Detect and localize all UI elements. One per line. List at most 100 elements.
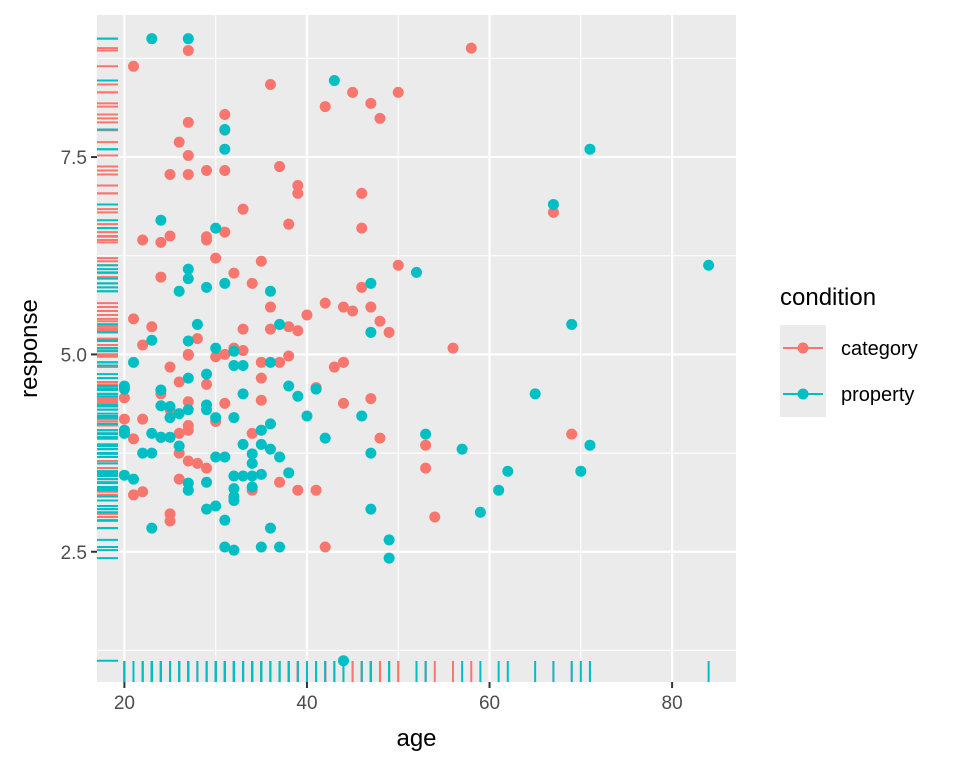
data-point-category bbox=[319, 101, 331, 113]
data-point-property bbox=[182, 273, 194, 285]
data-point-category bbox=[173, 376, 185, 388]
data-point-category bbox=[347, 86, 359, 98]
data-point-property bbox=[155, 384, 167, 396]
data-point-category bbox=[128, 313, 140, 325]
data-point-category bbox=[182, 349, 194, 361]
data-point-category bbox=[201, 462, 213, 474]
axis-ticks bbox=[91, 156, 674, 688]
data-point-category bbox=[201, 165, 213, 177]
data-point-category bbox=[274, 356, 286, 368]
data-point-category bbox=[328, 361, 340, 373]
data-point-property bbox=[264, 356, 276, 368]
data-point-property bbox=[237, 359, 249, 371]
data-point-property bbox=[173, 440, 185, 452]
data-point-category bbox=[337, 356, 349, 368]
data-point-category bbox=[118, 392, 130, 404]
data-point-property bbox=[201, 281, 213, 293]
data-point-property bbox=[164, 412, 176, 424]
data-point-category bbox=[264, 301, 276, 313]
data-point-category bbox=[274, 161, 286, 173]
data-point-property bbox=[137, 447, 149, 459]
data-point-category bbox=[337, 397, 349, 409]
data-point-property bbox=[246, 448, 258, 460]
data-point-property bbox=[201, 503, 213, 515]
data-point-category bbox=[383, 326, 395, 338]
data-point-property bbox=[264, 418, 276, 430]
data-point-property bbox=[182, 404, 194, 416]
data-point-property bbox=[703, 259, 715, 271]
data-point-property bbox=[246, 457, 258, 469]
y-tick-label: 7.5 bbox=[61, 148, 87, 169]
data-point-property bbox=[411, 266, 422, 278]
data-point-category bbox=[337, 301, 349, 313]
data-point-category bbox=[374, 432, 386, 444]
data-point-property bbox=[219, 514, 231, 526]
data-point-property bbox=[255, 438, 267, 450]
data-point-property bbox=[584, 143, 596, 155]
data-point-property bbox=[255, 468, 267, 480]
data-point-category bbox=[228, 267, 240, 279]
data-points bbox=[118, 33, 715, 667]
data-point-category bbox=[137, 339, 149, 351]
data-point-property bbox=[356, 410, 368, 422]
data-point-category bbox=[447, 342, 459, 354]
data-point-property bbox=[146, 427, 158, 439]
data-point-property bbox=[319, 432, 331, 444]
data-point-category bbox=[429, 511, 441, 523]
data-point-property bbox=[264, 443, 276, 455]
data-point-property bbox=[283, 380, 295, 392]
data-point-category bbox=[182, 424, 194, 436]
data-point-property bbox=[502, 465, 514, 477]
data-point-category bbox=[374, 112, 386, 124]
data-point-property bbox=[210, 222, 222, 234]
data-point-category bbox=[182, 116, 194, 128]
data-point-category bbox=[420, 462, 432, 474]
data-point-property bbox=[155, 431, 167, 443]
data-point-property bbox=[237, 438, 249, 450]
data-point-category bbox=[164, 515, 176, 527]
data-point-property bbox=[383, 552, 395, 564]
data-point-property bbox=[566, 318, 578, 330]
y-tick-label: 2.5 bbox=[61, 543, 87, 564]
rug-marks bbox=[97, 37, 710, 682]
data-point-category bbox=[173, 427, 185, 439]
x-tick-label: 20 bbox=[114, 693, 135, 714]
data-point-category bbox=[365, 301, 377, 313]
data-point-property bbox=[301, 410, 313, 422]
data-point-property bbox=[128, 356, 140, 368]
data-point-property bbox=[155, 214, 167, 226]
data-point-category bbox=[374, 315, 386, 327]
data-point-property bbox=[246, 481, 258, 493]
data-point-category bbox=[182, 150, 194, 162]
data-point-property bbox=[337, 655, 349, 667]
data-point-property bbox=[210, 500, 222, 512]
data-point-category bbox=[219, 165, 231, 177]
data-point-property bbox=[173, 285, 185, 297]
data-point-property bbox=[283, 467, 295, 479]
data-point-category bbox=[365, 393, 377, 405]
data-point-property bbox=[210, 451, 222, 463]
data-point-category bbox=[164, 361, 176, 373]
x-tick-label: 60 bbox=[479, 693, 500, 714]
data-point-property bbox=[365, 277, 377, 289]
data-point-category bbox=[347, 305, 359, 317]
data-point-property bbox=[255, 424, 267, 436]
data-point-property bbox=[182, 33, 194, 45]
legend-label-category: category bbox=[841, 338, 918, 360]
data-point-category bbox=[191, 457, 203, 469]
data-point-property bbox=[155, 400, 167, 412]
data-point-property bbox=[219, 143, 231, 155]
data-point-category bbox=[219, 397, 231, 409]
data-point-property bbox=[118, 469, 130, 481]
legend-label-property: property bbox=[841, 384, 914, 406]
data-point-category bbox=[255, 394, 267, 406]
data-point-category bbox=[547, 206, 559, 218]
data-point-property bbox=[264, 285, 276, 297]
data-point-category bbox=[274, 476, 286, 488]
data-point-property bbox=[201, 404, 213, 416]
data-point-category bbox=[237, 344, 249, 356]
legend: condition category property bbox=[780, 284, 918, 417]
data-point-category bbox=[292, 484, 304, 496]
data-point-category bbox=[210, 351, 222, 363]
